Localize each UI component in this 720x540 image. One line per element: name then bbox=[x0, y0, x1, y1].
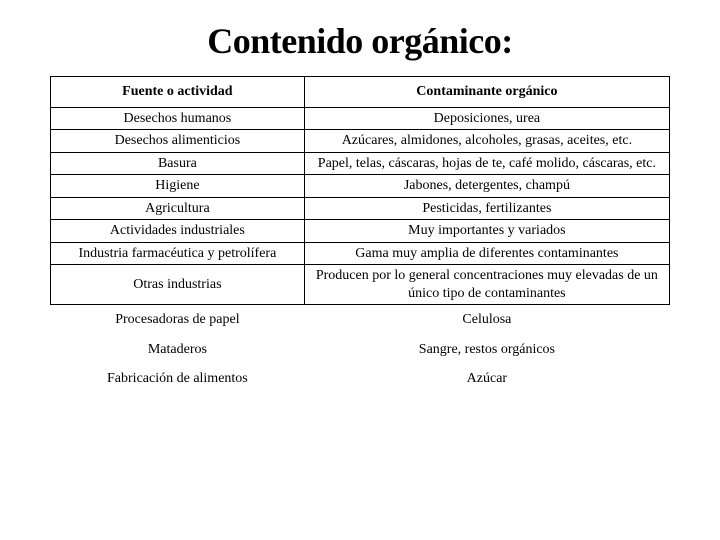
table-row: Desechos alimenticios Azúcares, almidone… bbox=[51, 130, 670, 153]
cell-source: Actividades industriales bbox=[51, 220, 305, 243]
table-header-row: Fuente o actividad Contaminante orgánico bbox=[51, 77, 670, 108]
table-row: Industria farmacéutica y petrolífera Gam… bbox=[51, 242, 670, 265]
cell-contaminant: Producen por lo general concentraciones … bbox=[304, 265, 669, 305]
page-title: Contenido orgánico: bbox=[50, 20, 670, 62]
cell-contaminant: Papel, telas, cáscaras, hojas de te, caf… bbox=[304, 152, 669, 175]
content-table: Fuente o actividad Contaminante orgánico… bbox=[50, 76, 670, 394]
table-row-noborder: Procesadoras de papel Celulosa bbox=[51, 305, 670, 335]
table-row: Otras industrias Producen por lo general… bbox=[51, 265, 670, 305]
header-cell-contaminant: Contaminante orgánico bbox=[304, 77, 669, 108]
cell-source: Otras industrias bbox=[51, 265, 305, 305]
cell-source: Desechos alimenticios bbox=[51, 130, 305, 153]
cell-contaminant: Gama muy amplia de diferentes contaminan… bbox=[304, 242, 669, 265]
cell-source: Higiene bbox=[51, 175, 305, 198]
cell-source: Agricultura bbox=[51, 197, 305, 220]
cell-source: Basura bbox=[51, 152, 305, 175]
table-row: Desechos humanos Deposiciones, urea bbox=[51, 107, 670, 130]
table-row: Agricultura Pesticidas, fertilizantes bbox=[51, 197, 670, 220]
cell-contaminant: Azúcares, almidones, alcoholes, grasas, … bbox=[304, 130, 669, 153]
table-row: Higiene Jabones, detergentes, champú bbox=[51, 175, 670, 198]
table-row: Basura Papel, telas, cáscaras, hojas de … bbox=[51, 152, 670, 175]
cell-contaminant: Sangre, restos orgánicos bbox=[304, 335, 669, 365]
table-row-noborder: Mataderos Sangre, restos orgánicos bbox=[51, 335, 670, 365]
cell-contaminant: Azúcar bbox=[304, 364, 669, 394]
cell-contaminant: Jabones, detergentes, champú bbox=[304, 175, 669, 198]
cell-contaminant: Celulosa bbox=[304, 305, 669, 335]
table-row: Actividades industriales Muy importantes… bbox=[51, 220, 670, 243]
cell-source: Industria farmacéutica y petrolífera bbox=[51, 242, 305, 265]
header-cell-source: Fuente o actividad bbox=[51, 77, 305, 108]
cell-source: Procesadoras de papel bbox=[51, 305, 305, 335]
cell-contaminant: Muy importantes y variados bbox=[304, 220, 669, 243]
cell-source: Mataderos bbox=[51, 335, 305, 365]
cell-contaminant: Deposiciones, urea bbox=[304, 107, 669, 130]
cell-source: Desechos humanos bbox=[51, 107, 305, 130]
cell-source: Fabricación de alimentos bbox=[51, 364, 305, 394]
cell-contaminant: Pesticidas, fertilizantes bbox=[304, 197, 669, 220]
table-row-noborder: Fabricación de alimentos Azúcar bbox=[51, 364, 670, 394]
